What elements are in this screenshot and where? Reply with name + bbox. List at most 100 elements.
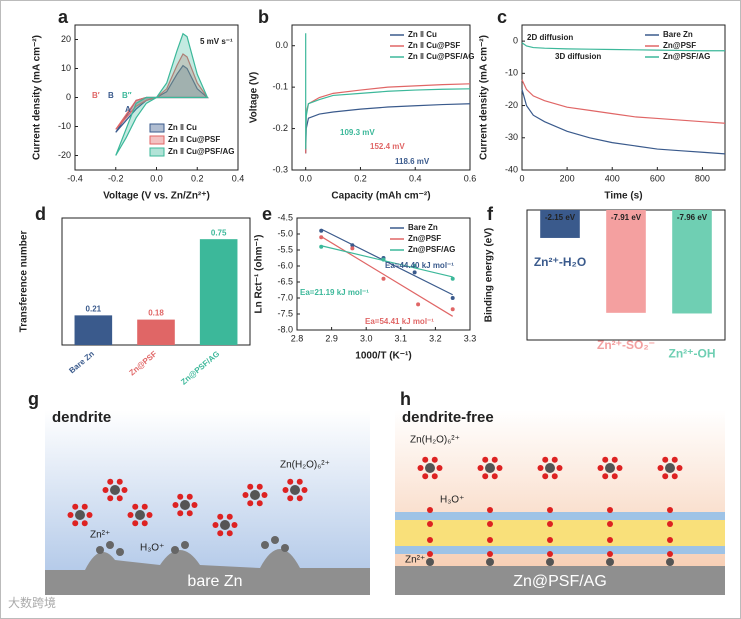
y-tick-label: -30 — [505, 132, 518, 142]
ion — [427, 537, 433, 543]
water — [121, 487, 128, 493]
annotation: 152.4 mV — [370, 142, 405, 151]
water — [186, 493, 193, 500]
annotation: Ea=44.40 kJ mol⁻¹ — [385, 261, 454, 270]
y-tick-label: 0.0 — [275, 40, 288, 50]
point — [350, 246, 355, 251]
water — [102, 487, 109, 493]
ion — [427, 551, 433, 557]
x-tick-label: 0.2 — [191, 173, 204, 183]
y-tick-label: -0.3 — [272, 164, 288, 174]
ion — [75, 510, 85, 520]
point — [412, 264, 417, 268]
water — [417, 465, 424, 471]
ion — [665, 463, 675, 473]
x-tick-label: 0.2 — [354, 173, 367, 183]
ion — [547, 551, 553, 557]
water — [597, 465, 604, 471]
ion — [116, 548, 124, 556]
ion — [96, 546, 104, 554]
x-axis-label: Capacity (mAh cm⁻²) — [331, 191, 430, 202]
annotation: 2D diffusion — [527, 33, 573, 42]
watermark: 大数跨境 — [8, 595, 56, 610]
value-label: 0.18 — [148, 309, 164, 318]
layer — [395, 546, 725, 554]
y-tick-label: -7.0 — [277, 292, 293, 302]
title: dendrite — [52, 409, 111, 426]
label: Zn(H₂O)₆²⁺ — [410, 435, 460, 446]
x-tick-label: 3.1 — [395, 333, 408, 343]
x-tick-label: 600 — [650, 173, 665, 183]
legend-label: Zn@PSF/AG — [663, 52, 710, 61]
y-tick-label: -10 — [58, 121, 71, 131]
water — [177, 493, 184, 500]
label: Zn(H₂O)₆²⁺ — [280, 460, 330, 471]
water — [611, 456, 618, 463]
x-tick-label: 2.8 — [291, 333, 304, 343]
water — [551, 456, 558, 463]
water — [287, 478, 294, 485]
water — [107, 495, 114, 502]
ion — [607, 551, 613, 557]
water — [671, 456, 678, 463]
point — [450, 307, 455, 312]
water — [542, 456, 549, 463]
y-tick-label: -20 — [505, 100, 518, 110]
category-label: Zn@PSF/AG — [179, 349, 221, 386]
legend-swatch — [149, 123, 165, 133]
y-tick-label: -10 — [505, 68, 518, 78]
panel-letter: b — [258, 7, 269, 27]
ion — [180, 500, 190, 510]
x-tick-label: 200 — [560, 173, 575, 183]
water — [482, 473, 489, 480]
x-axis-label: 1000/T (K⁻¹) — [355, 351, 411, 362]
substrate — [45, 549, 370, 595]
water — [491, 456, 498, 463]
y-tick-label: -5.5 — [277, 244, 293, 254]
water — [146, 512, 153, 518]
water — [261, 492, 268, 498]
water — [177, 510, 184, 517]
title: dendrite-free — [402, 409, 494, 426]
y-tick-label: 0 — [513, 35, 518, 45]
x-tick-label: 0.0 — [150, 173, 163, 183]
water — [81, 503, 88, 510]
value-label: 0.75 — [211, 228, 227, 237]
point — [450, 276, 455, 281]
annotation: 118.6 mV — [395, 157, 430, 166]
water — [296, 478, 303, 485]
ion — [605, 463, 615, 473]
annotation: B′ — [92, 91, 100, 100]
water — [657, 465, 664, 471]
label: Zn²⁺ — [90, 530, 110, 541]
ion — [426, 558, 434, 566]
bar — [672, 210, 712, 314]
x-tick-label: 2.9 — [325, 333, 338, 343]
ion — [290, 485, 300, 495]
ion — [427, 521, 433, 527]
water — [141, 520, 148, 527]
series-line — [305, 33, 471, 150]
y-tick-label: -6.5 — [277, 276, 293, 286]
legend-label: Zn@PSF/AG — [408, 245, 455, 254]
y-tick-label: 0 — [66, 92, 71, 102]
water — [226, 513, 233, 520]
y-tick-label: -6.0 — [277, 260, 293, 270]
panel-letter: h — [400, 389, 411, 409]
water — [141, 503, 148, 510]
ion — [427, 507, 433, 513]
legend-label: Zn ǁ Cu@PSF/AG — [408, 52, 474, 61]
point — [412, 270, 417, 275]
fit-line — [320, 236, 454, 317]
annotation: A — [125, 105, 131, 114]
water — [551, 473, 558, 480]
water — [172, 502, 179, 508]
bar — [540, 210, 580, 238]
legend-label: Bare Zn — [408, 223, 438, 232]
ion — [250, 490, 260, 500]
value-label: -7.91 eV — [611, 213, 642, 222]
ion — [666, 558, 674, 566]
y-axis-label: Transference number — [19, 231, 30, 333]
y-axis-label: Current density (mA cm⁻²) — [32, 35, 43, 160]
